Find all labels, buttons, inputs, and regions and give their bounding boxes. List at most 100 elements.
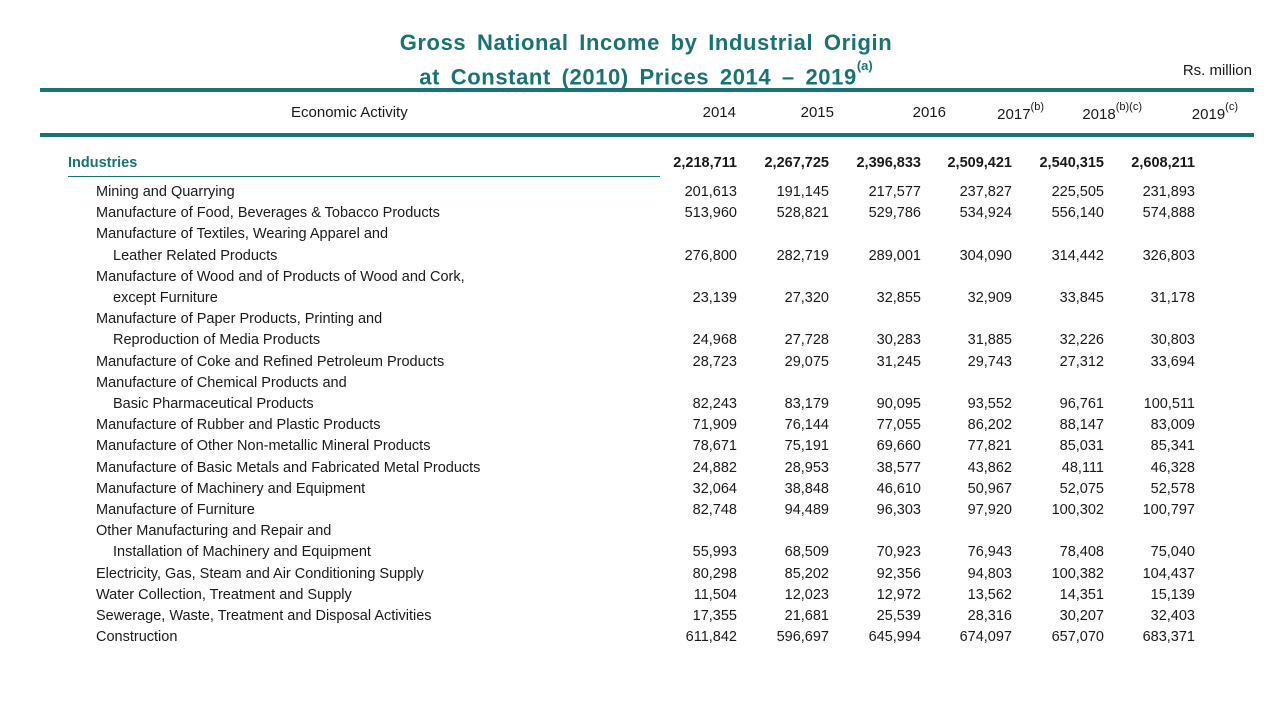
row-value: 80,298	[692, 565, 737, 582]
title-line-2-text: at Constant (2010) Prices 2014 – 2019	[419, 64, 857, 90]
row-value: 201,613	[684, 184, 737, 200]
row-value: 52,075	[1059, 480, 1104, 497]
row-value: 69,660	[876, 438, 921, 455]
row-value: 29,743	[967, 353, 1012, 370]
title-line-1: Gross National Income by Industrial Orig…	[399, 30, 893, 55]
row-value: 100,797	[1142, 502, 1195, 518]
row-label: Manufacture of Other Non-metallic Minera…	[96, 438, 431, 455]
row-value: 513,960	[684, 205, 737, 222]
row-label: Leather Related Products	[113, 247, 278, 264]
row-value: 13,562	[967, 586, 1012, 603]
row-value: 43,862	[967, 459, 1012, 476]
row-value: 92,356	[876, 565, 921, 582]
row-value: 96,303	[876, 502, 921, 518]
header-year-5: 2018(b)(c)	[1042, 101, 1142, 123]
row-value: 326,803	[1142, 247, 1195, 264]
row-value: 574,888	[1142, 205, 1195, 222]
header-year-1: 2014	[636, 104, 736, 121]
industries-value-6: 2,608,211	[1131, 155, 1195, 171]
row-value: 50,967	[967, 480, 1012, 497]
row-label: Manufacture of Chemical Products and	[96, 374, 347, 391]
header-rule	[40, 133, 1254, 137]
row-value: 657,070	[1051, 629, 1104, 646]
row-value: 30,803	[1150, 332, 1195, 349]
row-value: 100,511	[1143, 396, 1195, 412]
row-value: 27,320	[784, 290, 829, 306]
row-value: 88,147	[1059, 417, 1104, 434]
row-value: 77,055	[876, 417, 921, 434]
row-value: 14,351	[1059, 586, 1104, 603]
row-label: Manufacture of Paper Products, Printing …	[96, 311, 383, 328]
row-value: 27,312	[1059, 353, 1104, 370]
row-value: 104,437	[1142, 565, 1195, 582]
row-value: 85,202	[784, 565, 829, 582]
row-value: 645,994	[868, 629, 921, 646]
row-label: Manufacture of Basic Metals and Fabricat…	[96, 459, 481, 476]
header-year-2: 2015	[734, 104, 834, 121]
header-year-label: 2014	[702, 104, 736, 121]
header-year-label: 2015	[800, 104, 834, 121]
row-value: 24,968	[692, 332, 737, 349]
row-value: 75,191	[784, 438, 829, 455]
row-label: Reproduction of Media Products	[113, 332, 321, 349]
row-value: 46,328	[1150, 459, 1195, 476]
top-rule	[40, 88, 1254, 92]
row-value: 17,355	[692, 608, 737, 624]
header-footnote-mark: (b)	[1030, 101, 1044, 113]
row-value: 100,302	[1051, 502, 1104, 518]
row-value: 15,139	[1150, 586, 1195, 603]
row-value: 674,097	[959, 629, 1012, 646]
row-value: 33,694	[1150, 353, 1195, 370]
header-year-4: 2017(b)	[944, 101, 1044, 123]
row-value: 29,075	[784, 353, 829, 370]
industries-value-2: 2,267,725	[764, 155, 829, 171]
title-line-2: at Constant (2010) Prices 2014 – 2019(a)	[0, 57, 1280, 91]
row-label: Manufacture of Textiles, Wearing Apparel…	[96, 226, 389, 243]
row-label: Manufacture of Machinery and Equipment	[96, 480, 366, 497]
row-value: 611,842	[685, 629, 737, 646]
row-value: 528,821	[776, 205, 829, 222]
title-footnote-mark: (a)	[856, 58, 873, 73]
row-value: 596,697	[776, 629, 829, 646]
row-label: Construction	[96, 629, 178, 646]
row-value: 82,243	[692, 396, 737, 412]
row-value: 55,993	[692, 544, 737, 561]
row-value: 534,924	[959, 205, 1012, 222]
header-footnote-mark: (b)(c)	[1115, 101, 1142, 113]
row-value: 97,920	[967, 502, 1012, 518]
row-value: 314,442	[1051, 247, 1104, 264]
row-value: 32,403	[1150, 608, 1195, 624]
row-label: Water Collection, Treatment and Supply	[96, 586, 352, 603]
row-value: 231,893	[1142, 184, 1195, 200]
row-value: 38,577	[876, 459, 921, 476]
industries-value-4: 2,509,421	[947, 155, 1012, 171]
row-value: 556,140	[1051, 205, 1104, 222]
header-year-label: 2017	[997, 106, 1031, 123]
row-value: 96,761	[1059, 396, 1104, 412]
row-value: 237,827	[959, 184, 1012, 200]
row-label: Manufacture of Furniture	[96, 502, 255, 518]
row-label: Installation of Machinery and Equipment	[113, 544, 371, 561]
row-value: 11,504	[693, 586, 737, 603]
row-label: except Furniture	[113, 290, 218, 306]
row-value: 82,748	[692, 502, 737, 518]
row-value: 85,341	[1150, 438, 1195, 455]
row-value: 12,972	[876, 586, 921, 603]
row-value: 28,953	[784, 459, 829, 476]
row-value: 78,671	[692, 438, 737, 455]
table-title: Gross National Income by Industrial Orig…	[0, 28, 1280, 91]
row-value: 46,610	[876, 480, 921, 497]
row-value: 83,009	[1150, 417, 1195, 434]
row-value: 21,681	[784, 608, 829, 624]
row-value: 94,489	[784, 502, 829, 518]
row-value: 71,909	[692, 417, 737, 434]
row-value: 529,786	[868, 205, 921, 222]
row-value: 93,552	[967, 396, 1012, 412]
row-value: 32,226	[1059, 332, 1104, 349]
header-year-label: 2018	[1082, 106, 1116, 123]
row-value: 78,408	[1059, 544, 1104, 561]
row-value: 28,316	[967, 608, 1012, 624]
header-year-label: 2019	[1191, 106, 1226, 123]
row-value: 191,145	[776, 184, 829, 200]
row-value: 217,577	[868, 184, 921, 200]
